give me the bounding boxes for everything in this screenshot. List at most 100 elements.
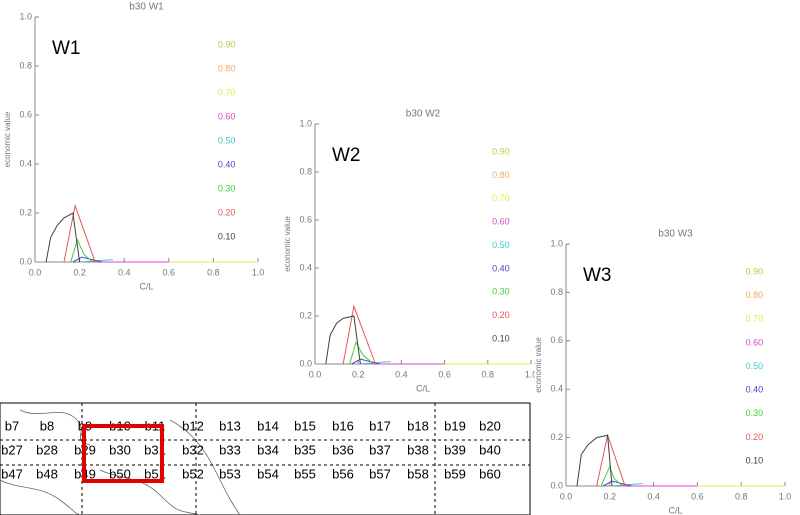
chart-title: b30 W2 (406, 109, 441, 120)
x-tick-label: 0.0 (309, 369, 322, 379)
chart-panel: b30 W2 W2 0.0 0.2 0.4 0.6 0.8 1.0 0.0 0.2 0.4 0.6 0.… (283, 105, 537, 395)
y-tick-label: 0.6 (19, 109, 32, 119)
series-line (351, 358, 380, 365)
legend-label: 0.60 (218, 111, 236, 121)
cell-label: b32 (182, 442, 204, 457)
panel-background (0, 0, 290, 300)
panel-background (285, 105, 535, 395)
cell-label: b8 (40, 418, 54, 433)
legend-label: 0.90 (746, 266, 764, 276)
x-tick-label: 0.8 (482, 369, 495, 379)
legend-label: 0.20 (746, 432, 764, 442)
series-line (70, 238, 94, 263)
cell-label: b60 (479, 466, 501, 481)
series-line (576, 434, 613, 487)
y-tick-label: 0.0 (299, 358, 312, 368)
legend-label: 0.10 (218, 231, 236, 241)
y-tick-label: 0.2 (550, 432, 563, 442)
cell-label: b33 (219, 442, 241, 457)
x-tick-label: 0.8 (207, 267, 220, 277)
cell-label: b53 (219, 466, 241, 481)
coastline (169, 419, 241, 515)
x-tick-label: 0.0 (560, 491, 573, 501)
x-tick-label: 0.6 (438, 369, 451, 379)
annotation: W3 (583, 265, 612, 286)
cell-label: b52 (182, 466, 204, 481)
map-background (0, 402, 531, 515)
series-line (63, 203, 96, 263)
y-tick-label: 0.6 (299, 214, 312, 224)
cell-label: b40 (479, 442, 501, 457)
legend-label: 0.30 (218, 183, 236, 193)
cell-label: b30 (109, 442, 131, 457)
legend-label: 0.80 (492, 170, 510, 180)
legend-label: 0.20 (492, 310, 510, 320)
legend-label: 0.40 (492, 263, 510, 273)
series-line (349, 341, 374, 365)
chart-title: b30 W1 (129, 2, 164, 13)
x-tick-label: 1.0 (525, 369, 538, 379)
x-tick-label: 0.4 (118, 267, 131, 277)
x-tick-label: 0.2 (352, 369, 365, 379)
y-tick-label: 0.0 (19, 256, 32, 266)
y-axis-label: economic value (3, 111, 12, 167)
coastline (99, 469, 201, 515)
legend-label: 0.60 (492, 217, 510, 227)
y-tick-label: 0.2 (19, 207, 32, 217)
cell-label: b57 (369, 466, 391, 481)
cell-label: b28 (36, 442, 58, 457)
y-tick-label: 0.8 (19, 60, 32, 70)
legend-label: 0.10 (746, 455, 764, 465)
y-tick-label: 0.8 (550, 287, 563, 297)
region-map: b7 b8 b9 b10 b11 b12 b13 b14 b15 b16 b17 b18 b19 b20b… (0, 402, 531, 515)
chart-panel: b30 W1 W1 0.0 0.2 0.4 0.6 0.8 1.0 0.0 0.2 0.4 0.6 0.… (0, 0, 290, 300)
y-tick-label: 1.0 (550, 238, 563, 248)
series-line (342, 304, 376, 365)
chart-panel: b30 W3 W3 0.0 0.2 0.4 0.6 0.8 1.0 0.0 0.2 0.4 0.6 0.… (534, 225, 800, 515)
y-tick-label: 1.0 (299, 118, 312, 128)
legend-label: 0.30 (746, 408, 764, 418)
legend-label: 0.70 (218, 87, 236, 97)
cell-label: b20 (479, 418, 501, 433)
legend-label: 0.30 (492, 287, 510, 297)
cell-label: b19 (444, 418, 466, 433)
y-tick-label: 0.0 (550, 480, 563, 490)
y-tick-label: 0.2 (299, 310, 312, 320)
x-tick-label: 0.4 (647, 491, 660, 501)
cell-label: b7 (5, 418, 19, 433)
y-axis-label: economic value (534, 337, 543, 393)
x-axis-label: C/L (416, 383, 430, 393)
cell-label: b18 (407, 418, 429, 433)
legend-label: 0.60 (746, 337, 764, 347)
cell-label: b13 (219, 418, 241, 433)
legend-label: 0.70 (746, 314, 764, 324)
cell-label: b16 (332, 418, 354, 433)
legend-label: 0.90 (218, 39, 236, 49)
chart-title: b30 W3 (658, 229, 693, 240)
legend-label: 0.90 (492, 146, 510, 156)
legend-label: 0.80 (746, 290, 764, 300)
x-tick-label: 1.0 (252, 267, 265, 277)
cell-label: b36 (332, 442, 354, 457)
x-axis-label: C/L (139, 281, 153, 291)
cell-label: b48 (36, 466, 58, 481)
cell-label: b17 (369, 418, 391, 433)
legend-label: 0.50 (746, 361, 764, 371)
x-tick-label: 0.6 (163, 267, 176, 277)
cell-label: b34 (257, 442, 279, 457)
y-tick-label: 0.4 (550, 384, 563, 394)
legend-label: 0.80 (218, 63, 236, 73)
legend-label: 0.20 (218, 207, 236, 217)
annotation: W1 (52, 38, 81, 59)
y-tick-label: 1.0 (19, 11, 32, 21)
cell-label: b37 (369, 442, 391, 457)
series-line (45, 212, 81, 263)
x-tick-label: 1.0 (779, 491, 792, 501)
cell-label: b47 (1, 466, 23, 481)
cell-label: b15 (294, 418, 316, 433)
x-axis-label: C/L (668, 505, 682, 515)
cell-label: b56 (332, 466, 354, 481)
cell-label: b54 (257, 466, 279, 481)
legend-label: 0.40 (746, 385, 764, 395)
